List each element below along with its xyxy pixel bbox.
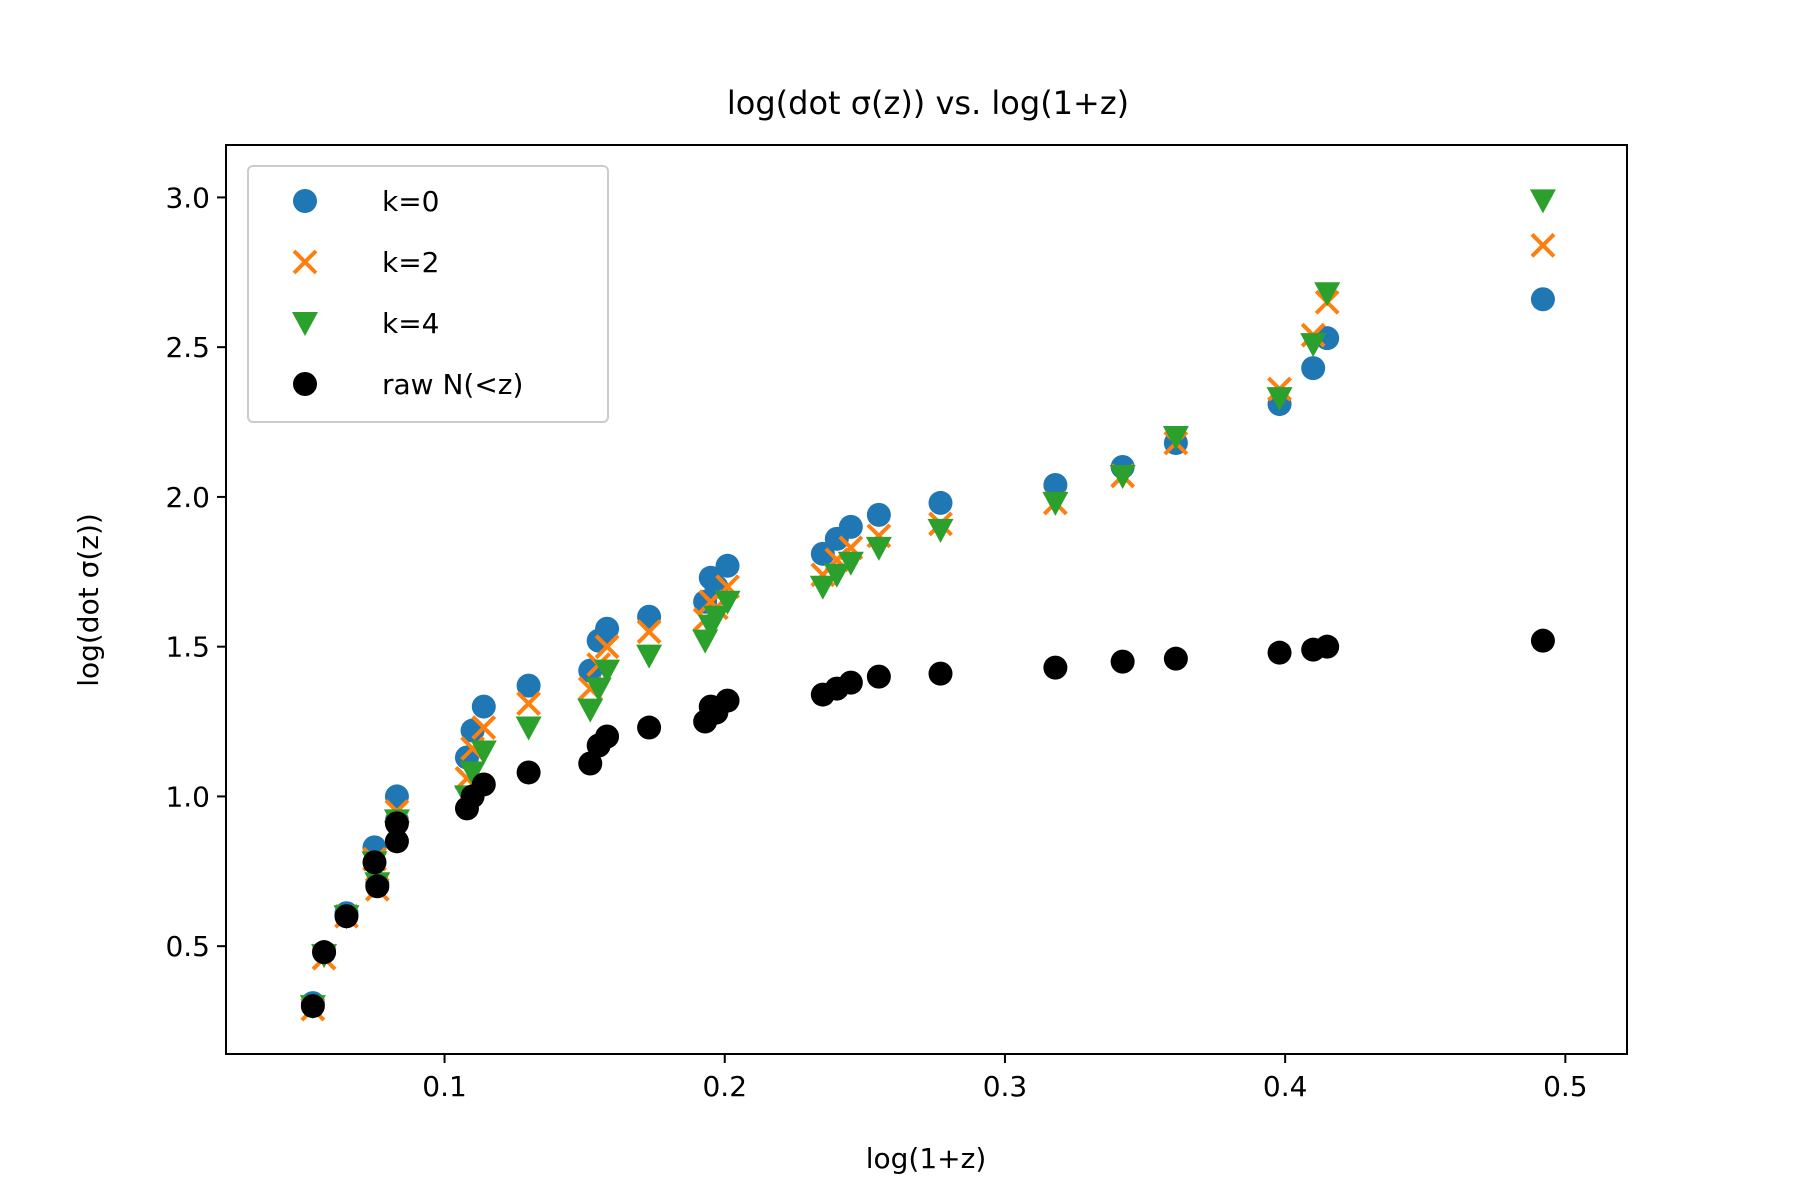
data-point	[595, 616, 620, 641]
data-point	[516, 691, 542, 716]
data-point	[365, 874, 390, 899]
data-point	[637, 604, 662, 629]
data-point	[1301, 356, 1326, 381]
x-tick-label: 0.3	[983, 1070, 1028, 1103]
y-tick-label: 2.5	[165, 331, 210, 364]
legend-label: k=0	[382, 185, 440, 218]
data-point	[585, 677, 612, 702]
x-tick-label: 0.4	[1263, 1070, 1308, 1103]
axes-frame	[225, 144, 1628, 1055]
data-point	[384, 811, 409, 836]
data-point	[837, 551, 864, 576]
data-point	[1266, 387, 1293, 412]
data-point	[865, 536, 892, 561]
data-point	[1109, 464, 1136, 489]
legend-item: k=4	[292, 307, 440, 340]
y-tick-label: 3.0	[165, 181, 210, 214]
data-point	[1530, 628, 1555, 653]
data-point	[1042, 491, 1069, 516]
data-point	[1043, 655, 1068, 680]
x-axis-label: log(1+z)	[866, 1142, 987, 1175]
data-point	[594, 659, 621, 684]
data-point	[637, 715, 662, 740]
data-point	[471, 772, 496, 797]
data-point	[636, 619, 662, 645]
legend-label: k=2	[382, 246, 440, 279]
data-point	[362, 850, 387, 875]
data-point	[578, 751, 603, 776]
legend-item: k=2	[292, 246, 440, 279]
y-tick-label: 1.5	[165, 631, 210, 664]
data-point	[384, 829, 409, 854]
x-axis: 0.1 0.2 0.3 0.4 0.5	[422, 1054, 1588, 1103]
legend-item: raw N(<z)	[293, 368, 523, 401]
y-axis: 0.5 1.0 1.5 2.0 2.5 3.0	[165, 181, 226, 963]
chart-title: log(dot σ(z)) vs. log(1+z)	[727, 84, 1129, 122]
data-point	[810, 541, 835, 566]
data-point	[471, 694, 496, 719]
legend-item: k=0	[293, 185, 440, 218]
data-point	[838, 514, 863, 539]
x-tick-label: 0.2	[702, 1070, 747, 1103]
y-tick-label: 1.0	[165, 780, 210, 813]
legend-label: raw N(<z)	[382, 368, 523, 401]
data-point	[928, 490, 953, 515]
data-point	[334, 904, 359, 929]
legend: k=0 k=2 k=4 raw N(<z)	[247, 165, 609, 423]
data-point	[459, 761, 486, 786]
x-tick-label: 0.5	[1543, 1070, 1588, 1103]
data-point	[1315, 634, 1340, 659]
data-point	[1529, 189, 1556, 214]
data-point	[516, 760, 541, 785]
x-tick-label: 0.1	[422, 1070, 467, 1103]
legend-marker	[293, 189, 317, 213]
data-point	[866, 502, 891, 527]
data-point	[714, 590, 741, 615]
data-point	[838, 670, 863, 695]
legend-label: k=4	[382, 307, 440, 340]
data-point	[703, 605, 730, 630]
data-point	[516, 673, 541, 698]
data-point	[715, 553, 740, 578]
data-point	[1267, 640, 1292, 665]
data-point	[1043, 472, 1068, 497]
y-axis-label: log(dot σ(z))	[72, 513, 105, 687]
data-point	[577, 698, 604, 723]
legend-marker	[292, 249, 318, 275]
data-point	[809, 575, 836, 600]
data-point	[1162, 426, 1189, 451]
data-point	[1163, 646, 1188, 671]
y-tick-label: 0.5	[165, 930, 210, 963]
data-point	[594, 634, 620, 660]
data-point	[470, 740, 497, 765]
data-point	[927, 518, 954, 543]
data-point	[1530, 287, 1555, 312]
data-point	[300, 994, 325, 1019]
plot-area	[299, 189, 1556, 1022]
data-point	[928, 661, 953, 686]
data-point	[384, 784, 409, 809]
legend-marker	[292, 312, 318, 336]
data-point	[715, 688, 740, 713]
data-point	[823, 563, 850, 588]
data-point	[1530, 232, 1556, 258]
data-point	[636, 644, 663, 669]
data-point	[515, 716, 542, 741]
data-point	[312, 940, 337, 965]
data-point	[1110, 649, 1135, 674]
legend-marker	[293, 372, 317, 396]
legend-frame	[247, 165, 609, 423]
y-tick-label: 2.0	[165, 481, 210, 514]
data-point	[692, 629, 719, 654]
data-point	[866, 664, 891, 689]
data-point	[1300, 333, 1327, 358]
data-point	[471, 715, 497, 740]
data-point	[1314, 282, 1341, 307]
series-4	[300, 628, 1555, 1019]
data-point	[595, 724, 620, 749]
